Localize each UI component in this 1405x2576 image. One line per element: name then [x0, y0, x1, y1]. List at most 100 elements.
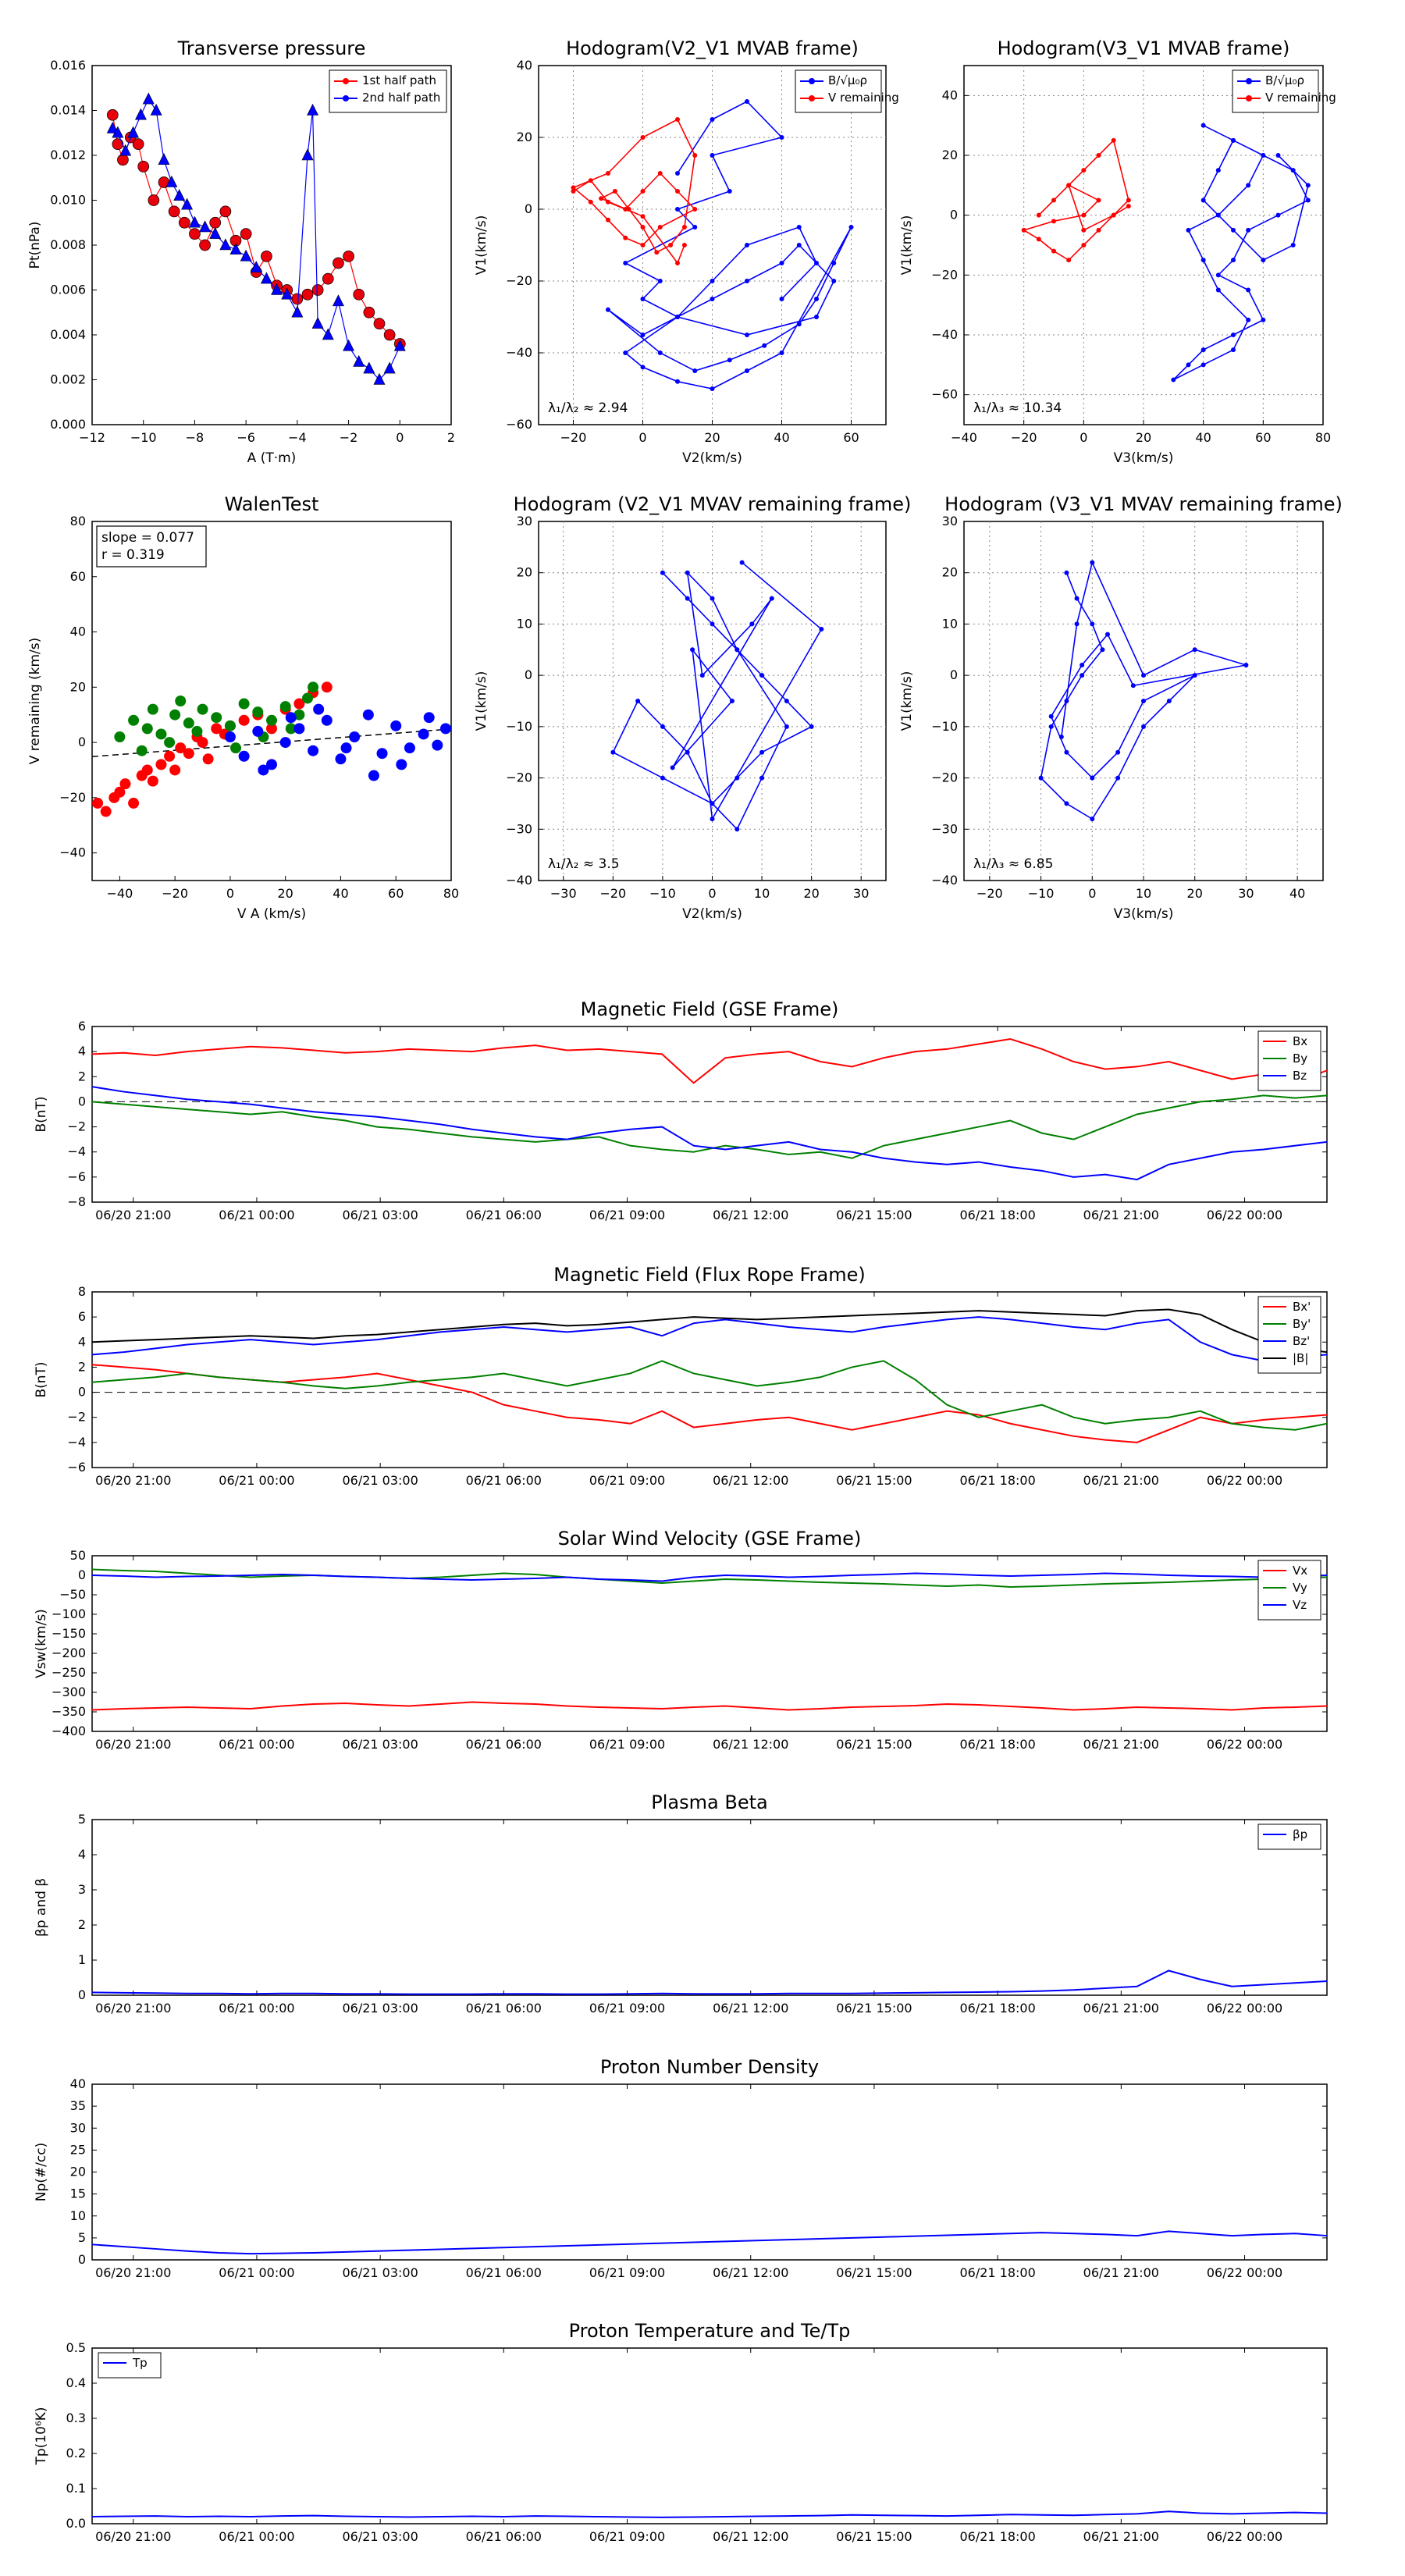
walen-ytick-label: 0 [78, 735, 86, 749]
ts5-xtick-label: 06/22 00:00 [1207, 2265, 1282, 2280]
h4-series-0-point [1090, 621, 1095, 627]
h4-xtick-label: 0 [1088, 886, 1096, 901]
h4-xtick-label: 20 [1187, 886, 1203, 901]
ts2-series-1-line [91, 1360, 1328, 1431]
h1-series-1-point [640, 135, 646, 140]
walen-series-2-point [313, 703, 325, 715]
h3-series-0-point [735, 647, 740, 653]
pt-ytick-label: 0.006 [50, 283, 86, 297]
h3-series-0-point [809, 724, 814, 729]
h2-series-1-point [1096, 227, 1101, 233]
h2-series-1-point [1111, 137, 1116, 143]
h1-series-1-point [681, 243, 687, 247]
walen-series-0-point [119, 778, 131, 790]
pt-series-0-point [363, 306, 375, 318]
h3-series-0-point [710, 621, 715, 627]
ts3-xtick-label: 06/20 21:00 [95, 1737, 171, 1752]
ts5-xtick-label: 06/21 03:00 [342, 2265, 418, 2280]
h1-series-1-point [657, 225, 663, 229]
ts2-xtick-label: 06/21 12:00 [713, 1473, 788, 1488]
h4-series-0-point [1166, 699, 1172, 703]
h3-series-0-point [749, 621, 755, 627]
walen-fit-line [92, 728, 451, 758]
h4-series-0-point [1243, 663, 1249, 667]
walen-plot-area [92, 681, 451, 817]
ts3-ytick-label: −100 [52, 1606, 86, 1621]
h3-ytick-label: −10 [506, 719, 532, 734]
walen-annotation-line: r = 0.319 [101, 547, 165, 563]
h2-series-1-point [1021, 227, 1026, 233]
ts2-ytick-label: 0 [78, 1385, 86, 1400]
h1-series-0-point [675, 379, 680, 384]
ts4-xtick-label: 06/20 21:00 [95, 2001, 171, 2016]
h1-series-0-point [762, 343, 767, 348]
h3-series-0-point [660, 724, 665, 729]
pt-series-1-point [307, 103, 319, 116]
walen-axes: −40 −20 0 20 40 60 80 −40 −20 0 20 40 60 80 WalenTest V… [27, 493, 459, 922]
h1-series-1-point [675, 189, 680, 194]
ts3-title: Solar Wind Velocity (GSE Frame) [558, 1528, 862, 1550]
h2-series-0-point [1186, 227, 1191, 233]
h1-series-1-point [681, 225, 687, 229]
h4-xtick-label: −10 [1028, 886, 1055, 901]
h2-series-1-point [1081, 212, 1087, 218]
h1-series-0-point [710, 279, 715, 283]
h4-xtick-label: 40 [1289, 886, 1305, 901]
h2-xtick-label: 60 [1255, 430, 1271, 445]
ts2-xtick-label: 06/21 15:00 [836, 1473, 912, 1488]
h3-series-0-point [710, 817, 715, 822]
walen-series-1-point [136, 745, 148, 756]
pt-series-1-point [134, 108, 147, 120]
ts2-ytick-label: 4 [78, 1334, 86, 1349]
h4-series-0-point [1064, 749, 1069, 755]
ts3-xtick-label: 06/21 12:00 [713, 1737, 788, 1752]
pt-series-0-point [199, 239, 211, 251]
h2-title: Hodogram(V3_V1 MVAB frame) [998, 37, 1290, 59]
walen-xtick-label: 80 [443, 886, 459, 901]
h2-series-0-point [1200, 258, 1206, 263]
pt-xtick-label: −6 [237, 430, 255, 445]
pt-series-1-point [343, 339, 355, 351]
h3-axes: −30 −20 −10 0 10 20 30−40−30−20−100102030Hodog… [474, 493, 911, 922]
h1-series-1-point [623, 235, 628, 240]
pt-series-1-point [301, 148, 314, 161]
ts4-xtick-label: 06/21 15:00 [836, 2001, 912, 2016]
ts2-ytick-label: 8 [78, 1284, 86, 1299]
ts6-xtick-label: 06/21 03:00 [342, 2529, 418, 2544]
walen-series-2-point [238, 750, 250, 762]
pt-series-1-point [142, 92, 155, 105]
walen-ytick-label: 40 [70, 624, 86, 639]
h1-series-1-point [599, 196, 604, 201]
h1-xtick-label: 0 [638, 430, 646, 445]
h1-title: Hodogram(V2_V1 MVAB frame) [566, 37, 859, 59]
h2-series-0-point [1261, 153, 1266, 158]
walen-series-1-point [128, 714, 140, 726]
ts3-series-2-line [91, 1572, 1328, 1582]
h1-series-0-point [745, 368, 749, 373]
ts2-ytick-label: 2 [78, 1359, 86, 1374]
h3-ytick-label: 10 [517, 616, 532, 631]
walen-ylabel: V remaining (km/s) [27, 638, 43, 765]
walen-series-2-point [335, 753, 347, 765]
ts2-axes: 06/20 21:00 06/21 00:00 06/21 03:00 06/21 0… [34, 1264, 1328, 1488]
pt-series-1-point [209, 226, 222, 239]
h1-series-0-point [710, 386, 715, 391]
pt-series-1-point [393, 339, 406, 351]
ts2-xtick-label: 06/21 18:00 [959, 1473, 1035, 1488]
pt-xtick-label: 0 [396, 430, 404, 445]
h1-ytick-label: −40 [506, 345, 532, 360]
h3-series-0-point [769, 596, 774, 601]
h1-series-1-point [640, 214, 646, 219]
walen-ytick-label: 20 [70, 679, 86, 694]
h2-series-0-point [1305, 197, 1311, 203]
ts6-xtick-label: 06/20 21:00 [95, 2529, 171, 2544]
ts1-legend [1257, 1030, 1321, 1091]
pt-series-1-point [119, 144, 132, 156]
ts1-ytick-label: 2 [78, 1069, 86, 1083]
ts5-xtick-label: 06/21 00:00 [219, 2265, 294, 2280]
ts2-ytick-label: −2 [67, 1410, 86, 1425]
walen-series-0-point [175, 742, 187, 754]
h2-xtick-label: 40 [1195, 430, 1211, 445]
h1-series-0-point [657, 279, 663, 283]
walen-series-1-point [230, 742, 241, 754]
